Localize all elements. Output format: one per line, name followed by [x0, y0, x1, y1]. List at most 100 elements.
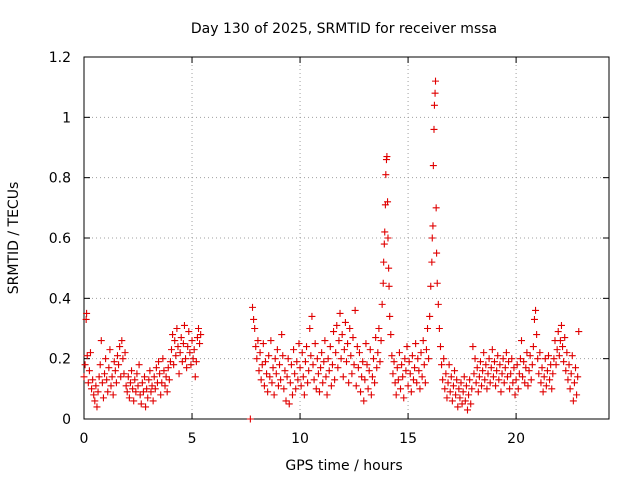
- data-point: [419, 337, 427, 345]
- chart-title: Day 130 of 2025, SRMTID for receiver mss…: [191, 21, 497, 37]
- data-point: [325, 367, 333, 375]
- data-point: [549, 370, 557, 378]
- data-point: [345, 379, 353, 387]
- data-point: [253, 355, 261, 363]
- data-point: [265, 352, 273, 360]
- data-point: [263, 370, 271, 378]
- data-point: [420, 361, 428, 369]
- data-point: [538, 364, 546, 372]
- data-point: [311, 340, 319, 348]
- data-point: [428, 234, 436, 242]
- y-tick-label: 0.4: [49, 291, 71, 307]
- data-point: [190, 346, 198, 354]
- data-point: [409, 376, 417, 384]
- data-point: [151, 385, 159, 393]
- data-point: [368, 373, 376, 381]
- data-point: [406, 370, 414, 378]
- data-point: [300, 391, 308, 399]
- data-point: [530, 315, 538, 323]
- data-point: [458, 400, 466, 408]
- data-point: [476, 358, 484, 366]
- x-tick-label: 15: [399, 431, 417, 447]
- data-point: [566, 385, 574, 393]
- data-point: [533, 331, 541, 339]
- data-point: [137, 400, 145, 408]
- data-point: [569, 397, 577, 405]
- data-point: [484, 370, 492, 378]
- data-point: [494, 352, 502, 360]
- data-point: [122, 382, 130, 390]
- data-point: [574, 373, 582, 381]
- data-point: [291, 370, 299, 378]
- data-point: [422, 346, 430, 354]
- data-point: [82, 315, 90, 323]
- data-point: [176, 349, 184, 357]
- data-point: [328, 361, 336, 369]
- data-point: [481, 376, 489, 384]
- data-point: [365, 367, 373, 375]
- data-point: [158, 379, 166, 387]
- data-point: [382, 171, 390, 179]
- data-point: [378, 300, 386, 308]
- data-point: [89, 376, 97, 384]
- data-point: [179, 340, 187, 348]
- data-point: [123, 388, 131, 396]
- data-point: [121, 349, 129, 357]
- data-point: [416, 385, 424, 393]
- data-point: [515, 370, 523, 378]
- data-point: [156, 370, 164, 378]
- data-point: [93, 403, 101, 411]
- data-point: [434, 300, 442, 308]
- data-point: [443, 394, 451, 402]
- data-point: [355, 349, 363, 357]
- data-point: [474, 388, 482, 396]
- data-point: [444, 379, 452, 387]
- data-point: [147, 388, 155, 396]
- data-point: [110, 358, 118, 366]
- data-point: [442, 370, 450, 378]
- data-point: [117, 373, 125, 381]
- data-point: [540, 373, 548, 381]
- data-point: [282, 397, 290, 405]
- data-point: [143, 385, 151, 393]
- data-point: [553, 346, 561, 354]
- data-point: [255, 367, 263, 375]
- data-point: [276, 361, 284, 369]
- data-point: [513, 361, 521, 369]
- data-point: [336, 309, 344, 317]
- data-point: [303, 343, 311, 351]
- data-point: [375, 325, 383, 332]
- data-point: [392, 391, 400, 399]
- data-point: [270, 391, 278, 399]
- data-point: [488, 346, 496, 354]
- data-point: [524, 382, 532, 390]
- data-point: [518, 337, 525, 345]
- data-point: [273, 346, 281, 354]
- x-axis-label: GPS time / hours: [285, 458, 402, 474]
- data-point: [511, 391, 519, 399]
- data-point: [394, 376, 402, 384]
- data-point: [271, 355, 279, 363]
- data-point: [412, 340, 420, 348]
- data-point: [508, 355, 516, 363]
- data-point: [327, 382, 335, 390]
- data-point: [447, 373, 455, 381]
- data-point: [453, 376, 461, 384]
- data-point: [485, 355, 493, 363]
- data-point: [321, 337, 329, 345]
- y-axis-tick-labels: 0 0.2 0.4 0.6 0.8 1 1.2: [49, 50, 71, 428]
- data-point: [503, 373, 511, 381]
- data-point: [81, 361, 89, 369]
- x-tick-label: 10: [291, 431, 309, 447]
- data-point: [272, 370, 280, 378]
- data-point: [529, 343, 537, 351]
- data-point: [462, 382, 470, 390]
- data-point: [575, 328, 583, 336]
- data-point: [479, 367, 487, 375]
- data-point: [292, 385, 300, 393]
- data-point: [543, 367, 551, 375]
- data-point: [387, 331, 395, 339]
- data-point: [357, 388, 365, 396]
- data-point: [520, 358, 528, 366]
- data-point: [445, 361, 453, 369]
